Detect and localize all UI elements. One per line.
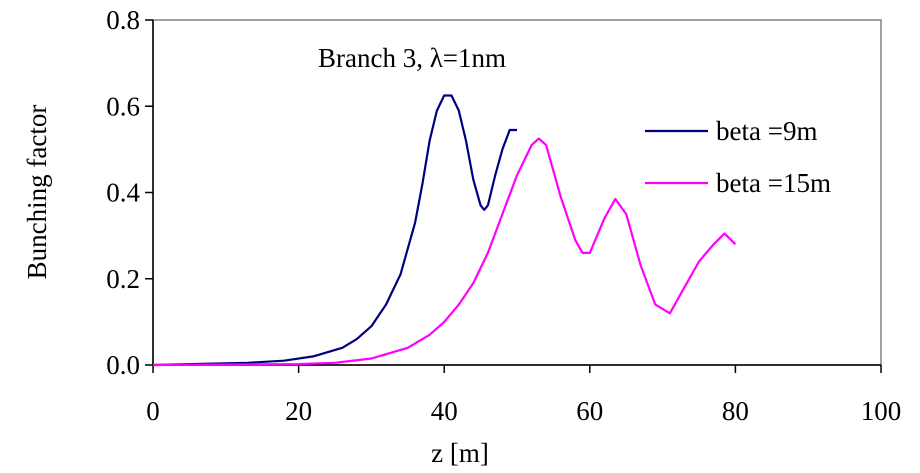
x-axis-ticks: 0 20 40 60 80 100 xyxy=(146,365,901,426)
chart-annotation: Branch 3, λ=1nm xyxy=(318,43,506,73)
y-tick-label: 0.2 xyxy=(106,264,140,294)
y-tick-label: 0.8 xyxy=(106,5,140,35)
y-tick-label: 0.4 xyxy=(106,178,140,208)
y-axis-title: Bunching factor xyxy=(22,105,52,280)
y-tick-label: 0.0 xyxy=(106,350,140,380)
x-tick-label: 60 xyxy=(576,396,603,426)
legend: beta =9m beta =15m xyxy=(645,116,831,198)
series-line-2 xyxy=(152,137,737,367)
legend-label: beta =9m xyxy=(716,116,817,146)
x-tick-label: 20 xyxy=(285,396,312,426)
x-tick-label: 0 xyxy=(146,396,160,426)
series-line-1 xyxy=(152,94,517,367)
series-lines xyxy=(152,94,737,367)
y-tick-label: 0.6 xyxy=(106,91,140,121)
x-tick-label: 40 xyxy=(431,396,458,426)
legend-label: beta =15m xyxy=(716,168,831,198)
x-tick-label: 80 xyxy=(722,396,749,426)
y-axis-ticks: 0.0 0.2 0.4 0.6 0.8 xyxy=(106,5,153,380)
x-tick-label: 100 xyxy=(861,396,902,426)
x-axis-title: z [m] xyxy=(431,438,489,468)
